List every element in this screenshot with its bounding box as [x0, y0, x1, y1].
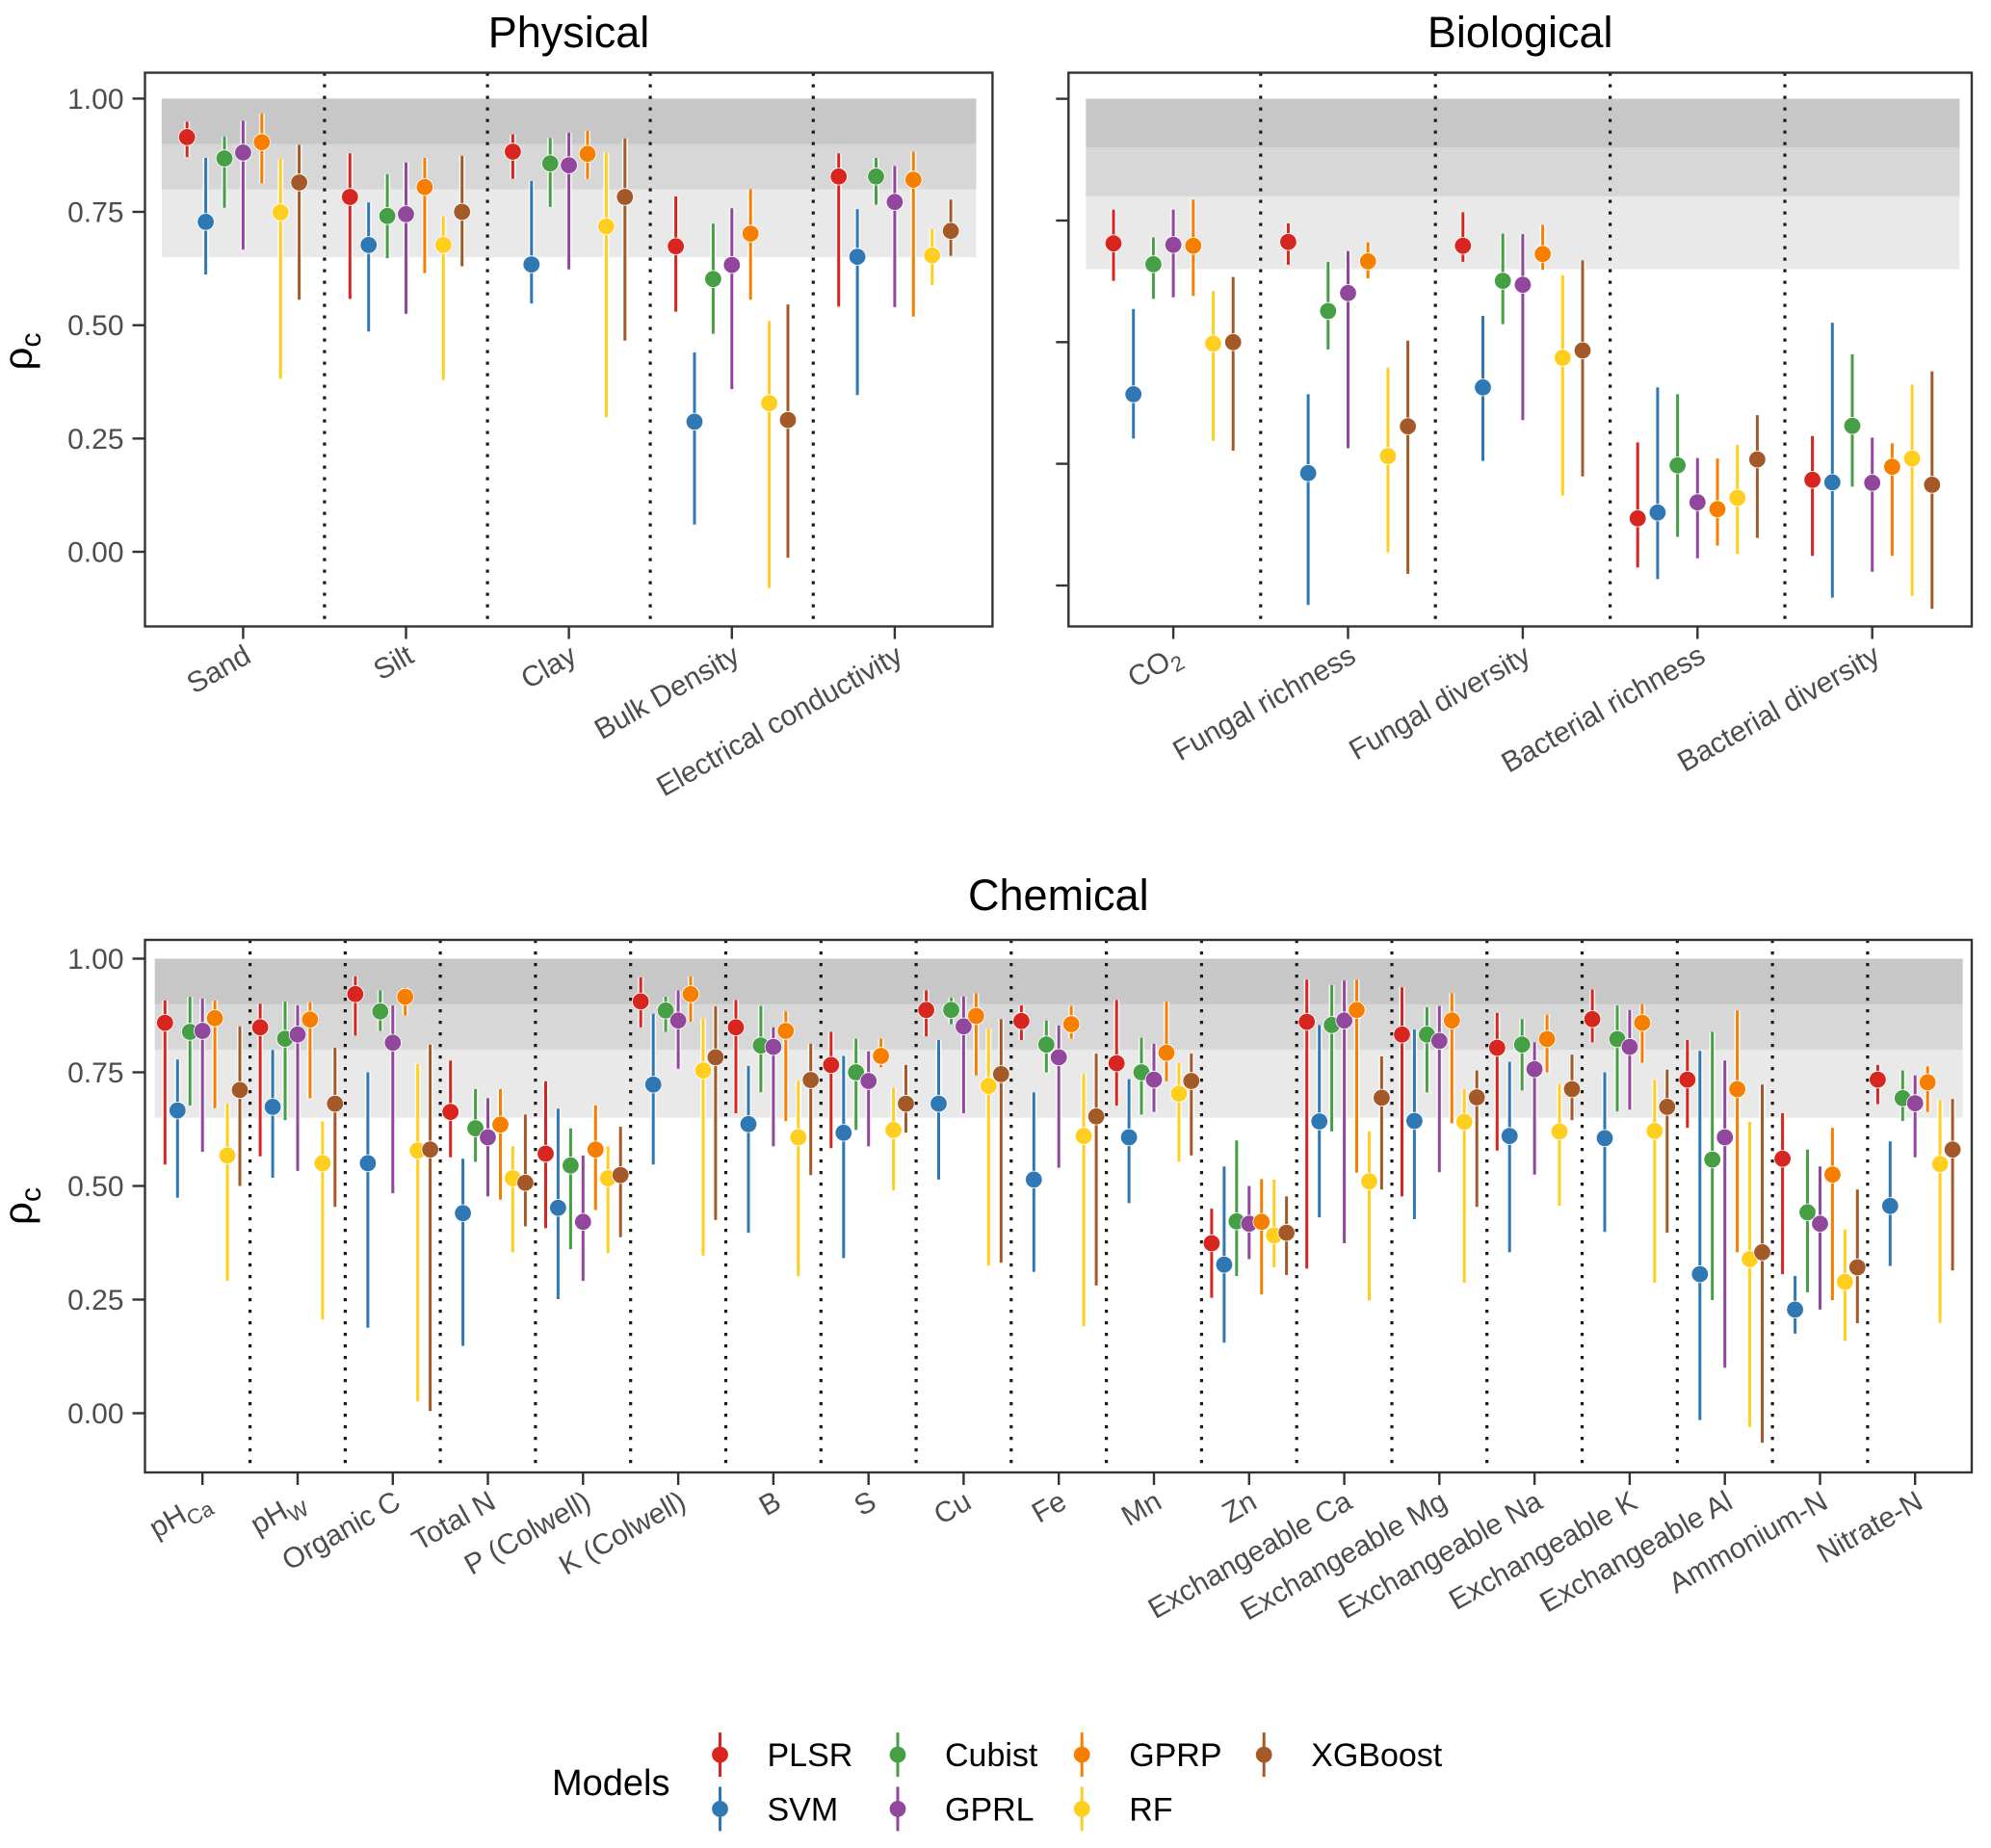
svg-text:Cubist: Cubist — [945, 1737, 1038, 1774]
svg-text:0.25: 0.25 — [67, 424, 123, 455]
svg-text:0.50: 0.50 — [67, 310, 123, 342]
svg-text:1.00: 1.00 — [67, 84, 123, 116]
svg-text:GPRL: GPRL — [945, 1791, 1035, 1828]
svg-text:XGBoost: XGBoost — [1311, 1737, 1443, 1774]
svg-text:RF: RF — [1129, 1791, 1172, 1828]
svg-text:0.75: 0.75 — [67, 1057, 123, 1089]
svg-text:SVM: SVM — [768, 1791, 839, 1828]
svg-text:1.00: 1.00 — [67, 944, 123, 976]
svg-text:Chemical: Chemical — [968, 871, 1149, 920]
svg-text:0.00: 0.00 — [67, 537, 123, 569]
svg-text:0.25: 0.25 — [67, 1285, 123, 1316]
svg-text:GPRP: GPRP — [1129, 1737, 1221, 1774]
svg-text:0.75: 0.75 — [67, 197, 123, 229]
svg-text:Models: Models — [552, 1763, 670, 1804]
svg-text:Physical: Physical — [488, 8, 650, 57]
svg-text:0.00: 0.00 — [67, 1398, 123, 1430]
svg-text:Biological: Biological — [1428, 8, 1613, 57]
svg-text:0.50: 0.50 — [67, 1171, 123, 1203]
svg-text:PLSR: PLSR — [768, 1737, 853, 1774]
